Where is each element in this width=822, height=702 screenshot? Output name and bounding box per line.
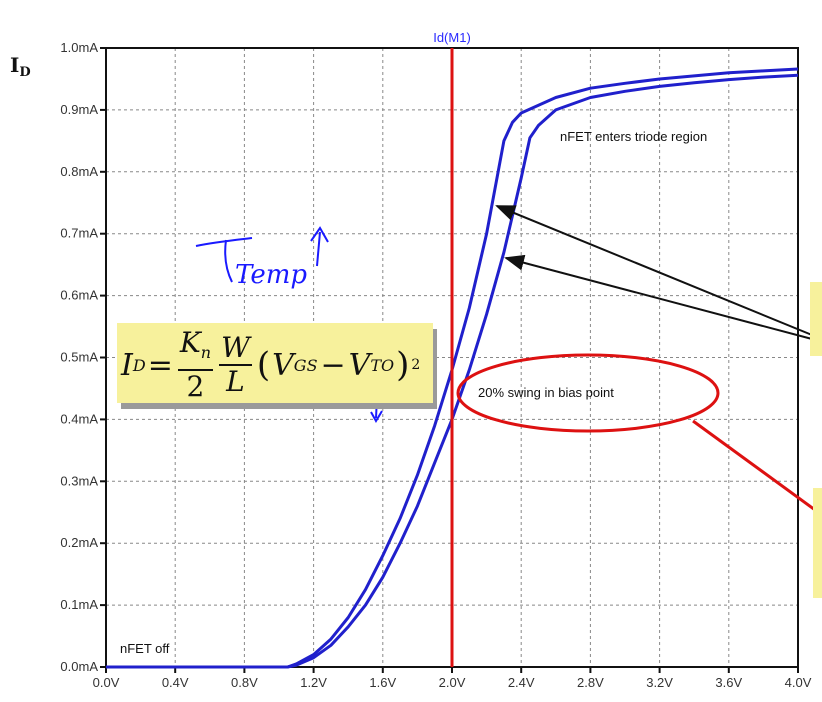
chart-title: Id(M1) xyxy=(433,30,471,45)
temp-handwriting: Temp xyxy=(195,226,383,423)
side-note-bottom xyxy=(813,488,822,598)
x-tick-label: 3.6V xyxy=(715,675,742,690)
swing-annotation: 20% swing in bias point xyxy=(478,385,614,400)
y-tick-label: 0.3mA xyxy=(60,473,98,488)
y-tick-label: 0.1mA xyxy=(60,597,98,612)
triode-annotation: nFET enters triode region xyxy=(560,129,707,144)
series-group xyxy=(106,67,799,669)
x-tick-label: 2.4V xyxy=(508,675,535,690)
y-tick-label: 0.6mA xyxy=(60,288,98,303)
arrow-lower xyxy=(504,254,813,340)
y-tick-label: 0.8mA xyxy=(60,164,98,179)
x-tick-label: 1.6V xyxy=(369,675,396,690)
series-line-1 xyxy=(106,67,799,669)
y-tick-label: 0.2mA xyxy=(60,535,98,550)
swing-ellipse xyxy=(456,353,720,433)
y-tick-labels: 0.0mA 0.1mA 0.2mA 0.3mA 0.4mA 0.5mA 0.6mA 0.7mA… xyxy=(60,40,106,674)
x-tick-label: 1.2V xyxy=(300,675,327,690)
y-tick-label: 0.0mA xyxy=(60,659,98,674)
side-note-top xyxy=(810,282,822,356)
nfet-off-annotation: nFET off xyxy=(120,641,170,656)
y-tick-label: 0.5mA xyxy=(60,350,98,365)
arrow-upper xyxy=(495,205,813,336)
x-tick-label: 3.2V xyxy=(646,675,673,690)
x-tick-labels: 0.0V 0.4V 0.8V 1.2V 1.6V 2.0V 2.4V 2.8V 3.2V 3.6V… xyxy=(93,667,812,690)
y-tick-label: 1.0mA xyxy=(60,40,98,55)
x-tick-label: 0.0V xyxy=(93,675,120,690)
x-tick-label: 2.0V xyxy=(439,675,466,690)
y-axis-label: ID xyxy=(10,53,31,80)
y-tick-label: 0.7mA xyxy=(60,226,98,241)
series-line-2 xyxy=(106,73,799,669)
x-tick-label: 0.8V xyxy=(231,675,258,690)
swing-pointer xyxy=(692,419,822,517)
y-tick-label: 0.9mA xyxy=(60,102,98,117)
svg-text:Temp: Temp xyxy=(235,260,307,290)
x-tick-label: 0.4V xyxy=(162,675,189,690)
y-tick-label: 0.4mA xyxy=(60,411,98,426)
x-tick-label: 4.0V xyxy=(785,675,812,690)
x-tick-label: 2.8V xyxy=(577,675,604,690)
